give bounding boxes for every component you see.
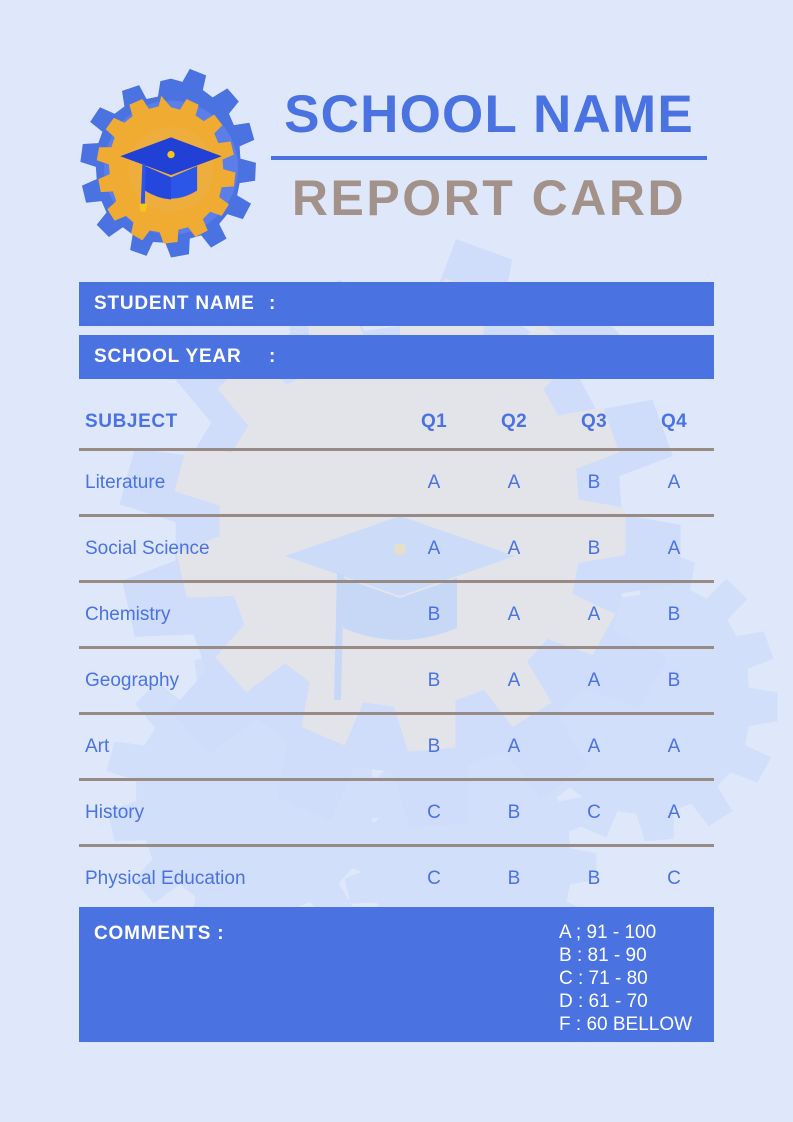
grade-q4: B (667, 603, 681, 625)
column-header-q3: Q3 (581, 411, 607, 432)
table-header-row: SUBJECT Q1 Q2 Q3 Q4 (79, 396, 714, 448)
grade-q2: A (507, 735, 521, 757)
grade-q4: C (667, 867, 681, 889)
grade-q2: A (507, 537, 521, 559)
grading-scale-item-a: A ; 91 - 100 (559, 922, 657, 943)
table-row: Chemistry B A A B (79, 583, 714, 646)
grade-q4: A (667, 537, 681, 559)
page-title: SCHOOL NAME (284, 85, 694, 144)
grade-q1: B (427, 735, 441, 757)
table-row: Art B A A A (79, 715, 714, 778)
grade-q3: A (587, 603, 601, 625)
subject-name: Art (85, 735, 110, 757)
grading-scale: A ; 91 - 100 B : 81 - 90 C : 71 - 80 D :… (559, 921, 692, 1036)
grade-q1: A (427, 471, 441, 493)
comments-box[interactable]: COMMENTS : A ; 91 - 100 B : 81 - 90 C : … (79, 907, 714, 1042)
title-block: SCHOOL NAME REPORT CARD (271, 84, 707, 227)
student-name-field[interactable]: STUDENT NAME : (79, 282, 714, 326)
page-header: SCHOOL NAME REPORT CARD (0, 0, 793, 270)
title-divider (271, 156, 707, 160)
grade-q4: A (667, 471, 681, 493)
grade-q1: C (427, 801, 441, 823)
subject-name: Social Science (85, 537, 210, 559)
grade-q3: B (587, 867, 601, 889)
grade-q2: B (507, 867, 521, 889)
grade-q3: B (587, 471, 601, 493)
subject-name: Literature (85, 471, 166, 493)
column-header-q2: Q2 (501, 411, 527, 432)
grade-q4: A (667, 801, 681, 823)
student-name-colon: : (269, 293, 276, 314)
grade-q4: B (667, 669, 681, 691)
subject-name: History (85, 801, 145, 823)
grade-q3: A (587, 669, 601, 691)
student-name-label: STUDENT NAME (94, 293, 255, 314)
grading-scale-item-c: C : 71 - 80 (559, 968, 648, 989)
grade-q1: B (427, 603, 441, 625)
subject-name: Geography (85, 669, 180, 691)
school-year-field[interactable]: SCHOOL YEAR : (79, 335, 714, 379)
table-row: Physical Education C B B C (79, 847, 714, 910)
column-header-subject: SUBJECT (85, 411, 178, 432)
table-row: Geography B A A B (79, 649, 714, 712)
grade-q3: B (587, 537, 601, 559)
grade-q2: A (507, 603, 521, 625)
grading-scale-item-b: B : 81 - 90 (559, 945, 647, 966)
grades-table: SUBJECT Q1 Q2 Q3 Q4 Literature A A B A S… (79, 396, 714, 913)
grade-q4: A (667, 735, 681, 757)
subject-name: Chemistry (85, 603, 171, 625)
gear-graduation-cap-logo (80, 68, 256, 258)
comments-label: COMMENTS : (94, 923, 225, 944)
grading-scale-item-f: F : 60 BELLOW (559, 1014, 693, 1035)
school-year-colon: : (269, 346, 276, 367)
grade-q3: C (587, 801, 601, 823)
grade-q1: C (427, 867, 441, 889)
column-header-q1: Q1 (421, 411, 447, 432)
grading-scale-item-d: D : 61 - 70 (559, 991, 648, 1012)
grade-q2: A (507, 471, 521, 493)
table-row: History C B C A (79, 781, 714, 844)
column-header-q4: Q4 (661, 411, 687, 432)
table-row: Social Science A A B A (79, 517, 714, 580)
school-year-label: SCHOOL YEAR (94, 346, 242, 367)
grade-q1: A (427, 537, 441, 559)
grade-q1: B (427, 669, 441, 691)
grade-q2: A (507, 669, 521, 691)
table-row: Literature A A B A (79, 451, 714, 514)
subject-name: Physical Education (85, 867, 246, 889)
grade-q3: A (587, 735, 601, 757)
grade-q2: B (507, 801, 521, 823)
page-subtitle: REPORT CARD (291, 170, 687, 226)
